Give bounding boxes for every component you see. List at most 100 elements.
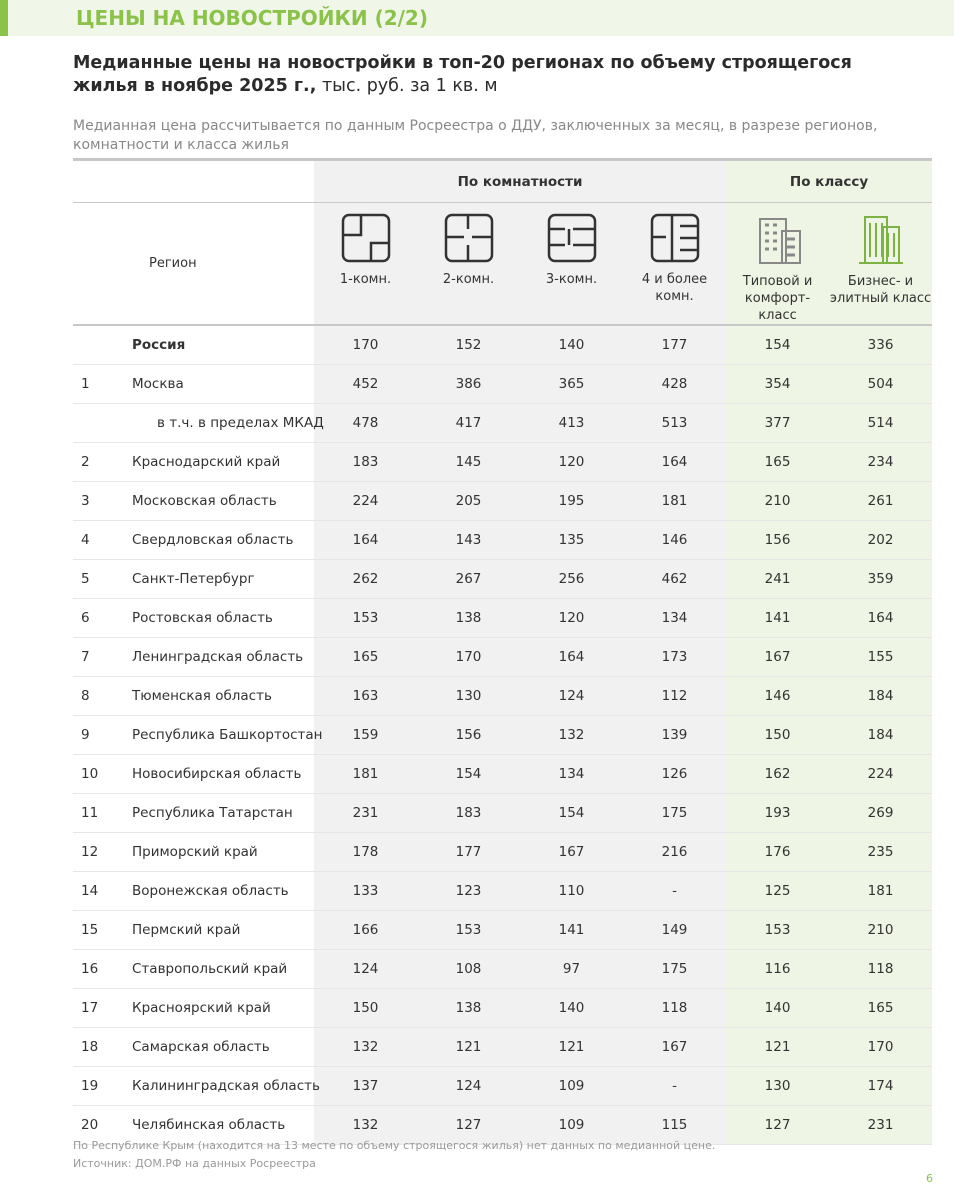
table-row: 4 Свердловская область 164 143 135 146 156 202 <box>73 520 933 560</box>
price-cell: 121 <box>726 1027 830 1067</box>
price-cell: 165 <box>726 442 830 482</box>
price-cell: 153 <box>417 910 520 950</box>
region: Ростовская область <box>128 598 314 638</box>
price-cell: 184 <box>829 676 933 716</box>
price-cell: 124 <box>417 1066 520 1106</box>
price-cell: - <box>623 1066 727 1106</box>
icon <box>650 213 699 263</box>
price-cell: 377 <box>726 403 830 443</box>
price-cell: 181 <box>829 871 933 911</box>
price-cell: 513 <box>623 403 727 443</box>
price-cell: 181 <box>314 754 417 794</box>
price-cell: 231 <box>829 1105 933 1145</box>
rank <box>73 325 128 365</box>
region: Новосибирская область <box>128 754 314 794</box>
price-cell: 154 <box>417 754 520 794</box>
table-row: 2 Краснодарский край 183 145 120 164 165 234 <box>73 442 933 482</box>
icon <box>444 213 493 263</box>
price-cell: 134 <box>520 754 623 794</box>
region: Краснодарский край <box>128 442 314 482</box>
group-header: По классу <box>726 158 933 203</box>
table-row: 5 Санкт-Петербург 262 267 256 462 241 359 <box>73 559 933 599</box>
group-header: По комнатности <box>314 158 727 203</box>
price-cell: 127 <box>726 1105 830 1145</box>
price-cell: 195 <box>520 481 623 521</box>
price-cell: 116 <box>726 949 830 989</box>
price-cell: 153 <box>314 598 417 638</box>
price-cell: 154 <box>726 325 830 365</box>
footnote: Источник: ДОМ.РФ на данных Росреестра <box>73 1157 316 1170</box>
region: Республика Татарстан <box>128 793 314 833</box>
icon <box>858 216 903 264</box>
price-cell: 145 <box>417 442 520 482</box>
price-cell: 224 <box>829 754 933 794</box>
price-cell: 146 <box>726 676 830 716</box>
price-cell: 167 <box>520 832 623 872</box>
price-cell: 141 <box>520 910 623 950</box>
price-cell: 170 <box>829 1027 933 1067</box>
price-cell: 175 <box>623 949 727 989</box>
price-cell: 156 <box>726 520 830 560</box>
price-cell: 138 <box>417 598 520 638</box>
price-cell: 386 <box>417 364 520 404</box>
price-cell: 267 <box>417 559 520 599</box>
price-cell: 162 <box>726 754 830 794</box>
rank: 14 <box>73 871 128 911</box>
price-cell: 359 <box>829 559 933 599</box>
price-cell: 177 <box>623 325 727 365</box>
price-cell: 261 <box>829 481 933 521</box>
region: Воронежская область <box>128 871 314 911</box>
table-row: 10 Новосибирская область 181 154 134 126 162 22… <box>73 754 933 794</box>
price-cell: 241 <box>726 559 830 599</box>
subtitle: Медианная цена рассчитывается по данным … <box>73 118 878 153</box>
price-cell: 354 <box>726 364 830 404</box>
price-table: По комнатности По классу Регион 1-комн. 2… <box>73 158 933 1145</box>
icon <box>547 213 596 263</box>
price-cell: 140 <box>520 325 623 365</box>
price-cell: 202 <box>829 520 933 560</box>
price-cell: - <box>623 871 727 911</box>
price-cell: 118 <box>829 949 933 989</box>
price-cell: 256 <box>520 559 623 599</box>
price-cell: 234 <box>829 442 933 482</box>
price-cell: 135 <box>520 520 623 560</box>
region: Санкт-Петербург <box>128 559 314 599</box>
price-cell: 365 <box>520 364 623 404</box>
table-row: в т.ч. в пределах МКАД 478 417 413 513 377 514 <box>73 403 933 443</box>
price-cell: 154 <box>520 793 623 833</box>
price-cell: 97 <box>520 949 623 989</box>
price-cell: 132 <box>314 1105 417 1145</box>
rank: 7 <box>73 637 128 677</box>
price-cell: 150 <box>314 988 417 1028</box>
price-cell: 159 <box>314 715 417 755</box>
price-cell: 178 <box>314 832 417 872</box>
column-header: 2-комн. <box>442 272 495 287</box>
table-row: 1 Москва 452 386 365 428 354 504 <box>73 364 933 404</box>
price-cell: 140 <box>520 988 623 1028</box>
footnotes: По Республике Крым (находится на 13 мест… <box>73 1137 715 1173</box>
price-cell: 262 <box>314 559 417 599</box>
price-cell: 165 <box>829 988 933 1028</box>
price-cell: 139 <box>623 715 727 755</box>
price-cell: 109 <box>520 1105 623 1145</box>
rank <box>73 403 128 443</box>
table-row: 6 Ростовская область 153 138 120 134 141 164 <box>73 598 933 638</box>
price-cell: 120 <box>520 598 623 638</box>
price-cell: 126 <box>623 754 727 794</box>
price-cell: 109 <box>520 1066 623 1106</box>
table-row: 9 Республика Башкортостан 159 156 132 139 150 1… <box>73 715 933 755</box>
rank: 18 <box>73 1027 128 1067</box>
price-cell: 235 <box>829 832 933 872</box>
rank: 5 <box>73 559 128 599</box>
price-cell: 231 <box>314 793 417 833</box>
region: Самарская область <box>128 1027 314 1067</box>
rank: 1 <box>73 364 128 404</box>
price-cell: 170 <box>314 325 417 365</box>
table-row: 8 Тюменская область 163 130 124 112 146 184 <box>73 676 933 716</box>
region: Республика Башкортостан <box>128 715 323 755</box>
price-cell: 210 <box>829 910 933 950</box>
price-cell: 165 <box>314 637 417 677</box>
region: Калининградская область <box>128 1066 320 1106</box>
price-cell: 176 <box>726 832 830 872</box>
rank: 10 <box>73 754 128 794</box>
